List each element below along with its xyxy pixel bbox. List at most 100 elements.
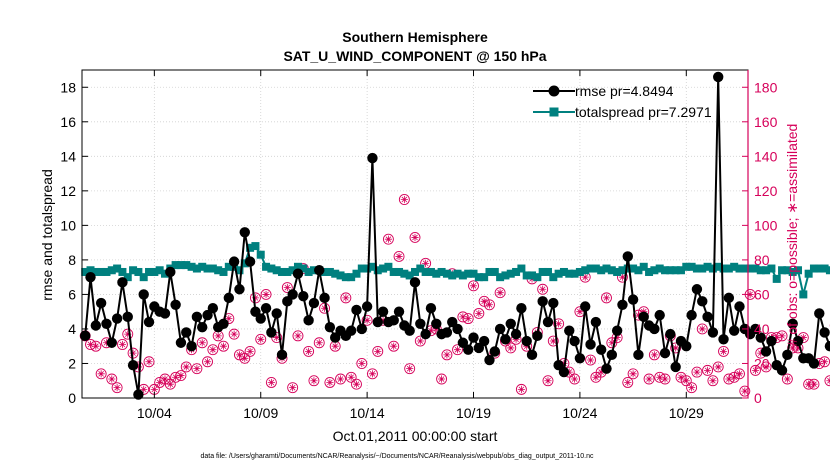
obs-assimilated-point [150, 385, 158, 393]
obs-assimilated-point [672, 344, 680, 352]
obs-assimilated-point [592, 373, 600, 381]
totalspread-point [517, 264, 526, 273]
obs-possible-point [244, 345, 256, 357]
obs-assimilated-point [682, 377, 690, 385]
obs-assimilated-point [193, 365, 201, 373]
obs-possible-point [702, 364, 714, 376]
rmse-point [574, 353, 586, 364]
obs-possible-point [473, 307, 485, 319]
obs-possible-point [622, 377, 634, 388]
totalspread-point [97, 267, 106, 276]
obs-possible-point [670, 342, 682, 354]
obs-assimilated-point [156, 378, 164, 387]
obs-assimilated-point [645, 375, 653, 383]
obs-possible-point [260, 288, 272, 300]
totalspread-point [368, 262, 377, 271]
obs-assimilated-point [805, 380, 813, 388]
totalspread-point [607, 266, 616, 275]
rmse-point [271, 308, 282, 319]
obs-assimilated-point [305, 347, 313, 355]
rmse-point [415, 318, 426, 329]
rmse-point [133, 389, 144, 400]
obs-assimilated-point [118, 340, 127, 349]
y2-tick-label: 60 [754, 286, 770, 302]
totalspread-point [171, 261, 180, 270]
rmse-point [276, 349, 288, 361]
obs-possible-point [313, 337, 325, 349]
obs-possible-point [760, 361, 772, 373]
totalspread-point [650, 266, 659, 275]
x-tick-label: 10/24 [562, 405, 597, 421]
totalspread-point [591, 264, 600, 273]
x-tick-label: 10/04 [137, 405, 172, 421]
totalspread-point [676, 266, 685, 275]
obs-assimilated-point [251, 294, 260, 302]
obs-assimilated-point [363, 316, 371, 324]
rmse-point [665, 328, 676, 340]
totalspread-point [799, 290, 808, 299]
obs-assimilated-point [113, 384, 121, 392]
totalspread-point [288, 266, 297, 275]
rmse-point [670, 361, 681, 373]
obs-assimilated-point [459, 313, 467, 321]
rmse-point [319, 292, 330, 304]
obs-assimilated-point [320, 304, 329, 312]
totalspread-point [448, 271, 457, 280]
totalspread-point [341, 273, 350, 282]
rmse-point [686, 309, 697, 321]
obs-assimilated-point [597, 368, 605, 376]
obs-assimilated-point [735, 370, 744, 378]
totalspread-point [740, 264, 749, 273]
x-tick-label: 10/14 [350, 405, 385, 421]
totalspread-point [613, 267, 622, 276]
totalspread-point [272, 266, 281, 275]
totalspread-point [570, 269, 579, 278]
obs-assimilated-point [586, 356, 595, 364]
rmse-point [691, 284, 703, 295]
rmse-point [367, 152, 378, 164]
obs-assimilated-point [246, 347, 254, 355]
totalspread-point [543, 267, 552, 276]
y-tick-label: 0 [68, 390, 76, 406]
obs-possible-point [712, 361, 724, 373]
totalspread-point [421, 267, 430, 276]
obs-assimilated-point [235, 351, 244, 359]
totalspread-point [602, 264, 611, 273]
obs-assimilated-point [539, 285, 547, 293]
totalspread-point [708, 264, 717, 273]
obs-assimilated-point [555, 320, 563, 328]
rmse-point [127, 360, 139, 371]
obs-assimilated-point [182, 363, 190, 371]
totalspread-point [474, 273, 483, 282]
obs-possible-point [308, 375, 320, 387]
obs-assimilated-point [507, 344, 515, 352]
obs-assimilated-point [496, 289, 504, 297]
obs-assimilated-point [789, 344, 797, 352]
obs-possible-point [356, 358, 368, 369]
totalspread-point [363, 264, 372, 273]
rmse-point [494, 323, 506, 335]
rmse-point [207, 303, 219, 314]
totalspread-point [533, 273, 542, 282]
totalspread-point [395, 267, 404, 276]
totalspread-point [203, 264, 212, 273]
rmse-point [393, 306, 405, 317]
rmse-point [484, 354, 495, 366]
y-tick-label: 8 [68, 252, 76, 268]
rmse-point [90, 320, 102, 331]
obs-possible-point [468, 280, 479, 292]
obs-possible-point [111, 382, 123, 394]
totalspread-point [102, 267, 111, 276]
totalspread-point [538, 267, 547, 276]
obs-assimilated-point [570, 375, 579, 383]
obs-assimilated-point [602, 294, 611, 302]
obs-possible-point [537, 283, 549, 295]
obs-possible-point [202, 356, 213, 368]
obs-possible-point [643, 373, 655, 385]
totalspread-point [772, 274, 781, 283]
rmse-point [308, 297, 320, 309]
rmse-point [303, 315, 314, 326]
obs-assimilated-point [650, 351, 658, 359]
rmse-point [681, 341, 692, 352]
totalspread-point [528, 271, 537, 280]
